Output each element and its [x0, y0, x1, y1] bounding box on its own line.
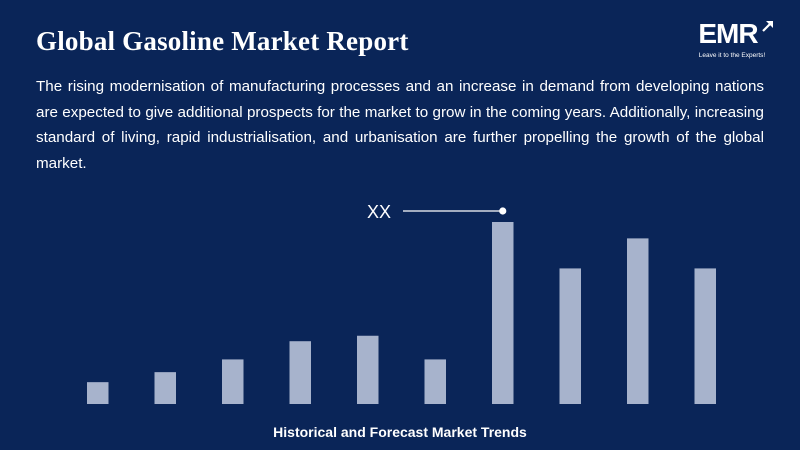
logo-text: EMR — [698, 18, 758, 49]
bar-5 — [357, 335, 379, 404]
bar-10 — [694, 268, 716, 404]
bar-1 — [87, 382, 109, 404]
bar-9 — [627, 238, 649, 404]
emr-logo: EMR Leave it to the Experts! — [688, 18, 776, 64]
bar-8 — [559, 268, 581, 404]
report-description: The rising modernisation of manufacturin… — [36, 78, 764, 172]
annotation-label: XX — [367, 202, 391, 222]
bar-2 — [154, 372, 176, 404]
bar-7 — [492, 222, 514, 404]
arrow-up-right-icon — [762, 21, 773, 32]
chart-caption: Historical and Forecast Market Trends — [273, 424, 527, 440]
bar-6 — [424, 359, 446, 404]
bar-3 — [222, 359, 244, 404]
bar-4 — [289, 341, 311, 404]
annotation-dot — [499, 207, 507, 215]
page-title: Global Gasoline Market Report — [36, 26, 409, 56]
logo-tagline: Leave it to the Experts! — [698, 52, 766, 59]
